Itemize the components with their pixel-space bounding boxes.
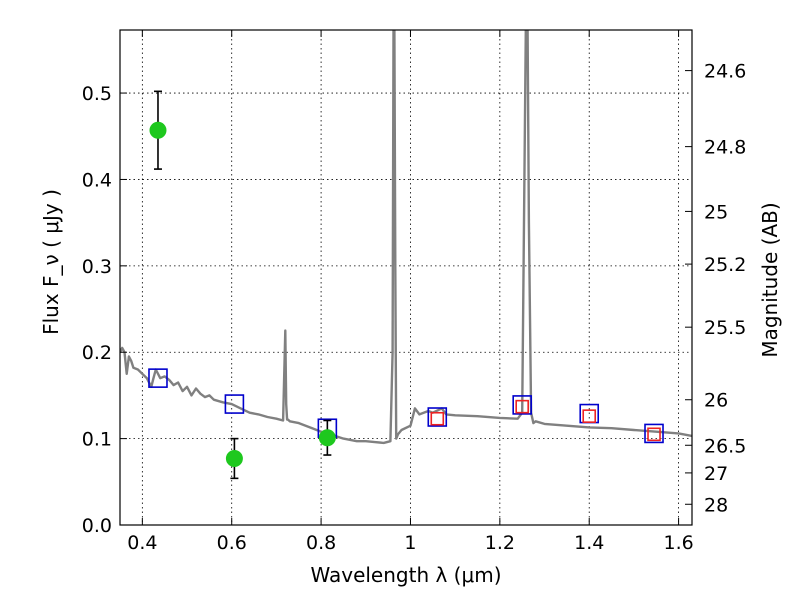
y2-axis-title: Magnitude (AB) <box>758 202 782 357</box>
x-tick-label: 1.2 <box>485 532 515 554</box>
series-layer <box>120 30 692 480</box>
axis-ticks <box>120 30 692 526</box>
data-point <box>225 449 243 467</box>
bandpass-square <box>427 407 448 427</box>
mag-tick-label: 25.2 <box>704 254 746 276</box>
x-tick-label: 1.4 <box>574 532 604 554</box>
mag-tick-label: 27 <box>704 463 728 485</box>
mag-tick-label: 24.6 <box>704 61 746 83</box>
mag-tick-label: 24.8 <box>704 137 746 159</box>
data-point <box>149 121 167 139</box>
data-point <box>318 429 336 447</box>
x-tick-label: 1.6 <box>663 532 693 554</box>
bandpass-square <box>430 411 445 426</box>
y-tick-label: 0.2 <box>82 342 112 364</box>
y-tick-label: 0.5 <box>82 83 112 105</box>
y-tick-label: 0.1 <box>82 429 112 451</box>
plot-area <box>120 30 692 525</box>
bandpass-square <box>647 427 661 442</box>
x-tick-label: 0.6 <box>217 532 247 554</box>
y-tick-label: 0.0 <box>82 515 112 537</box>
gridlines <box>120 30 692 525</box>
mag-tick-label: 25.5 <box>704 317 746 339</box>
x-tick-label: 1 <box>404 532 416 554</box>
bandpass-square <box>148 368 168 388</box>
y-tick-label: 0.3 <box>82 256 112 278</box>
mag-tick-label: 26.5 <box>704 435 746 457</box>
y-axis-title: Flux F_ν ( μJy ) <box>39 189 63 335</box>
bandpass-square <box>515 399 529 414</box>
bandpass-square <box>644 423 664 444</box>
axis-labels: 0.4 0.6 0.8 1 1.2 1.4 1.6 0.0 0.1 0.2 0.3 0.4 0.5 24.… <box>82 61 747 554</box>
y-tick-label: 0.4 <box>82 169 112 191</box>
bandpass-square <box>512 395 532 415</box>
x-tick-label: 0.4 <box>127 532 157 554</box>
x-tick-label: 0.8 <box>306 532 336 554</box>
mag-tick-label: 25 <box>704 201 728 223</box>
spectrum-line <box>120 30 692 445</box>
bandpass-square <box>582 409 597 423</box>
x-axis-title: Wavelength λ (μm) <box>310 563 501 587</box>
mag-tick-label: 26 <box>704 390 728 412</box>
bandpass-square <box>224 394 245 414</box>
plot-frame <box>119 29 693 526</box>
mag-tick-label: 28 <box>704 494 728 516</box>
